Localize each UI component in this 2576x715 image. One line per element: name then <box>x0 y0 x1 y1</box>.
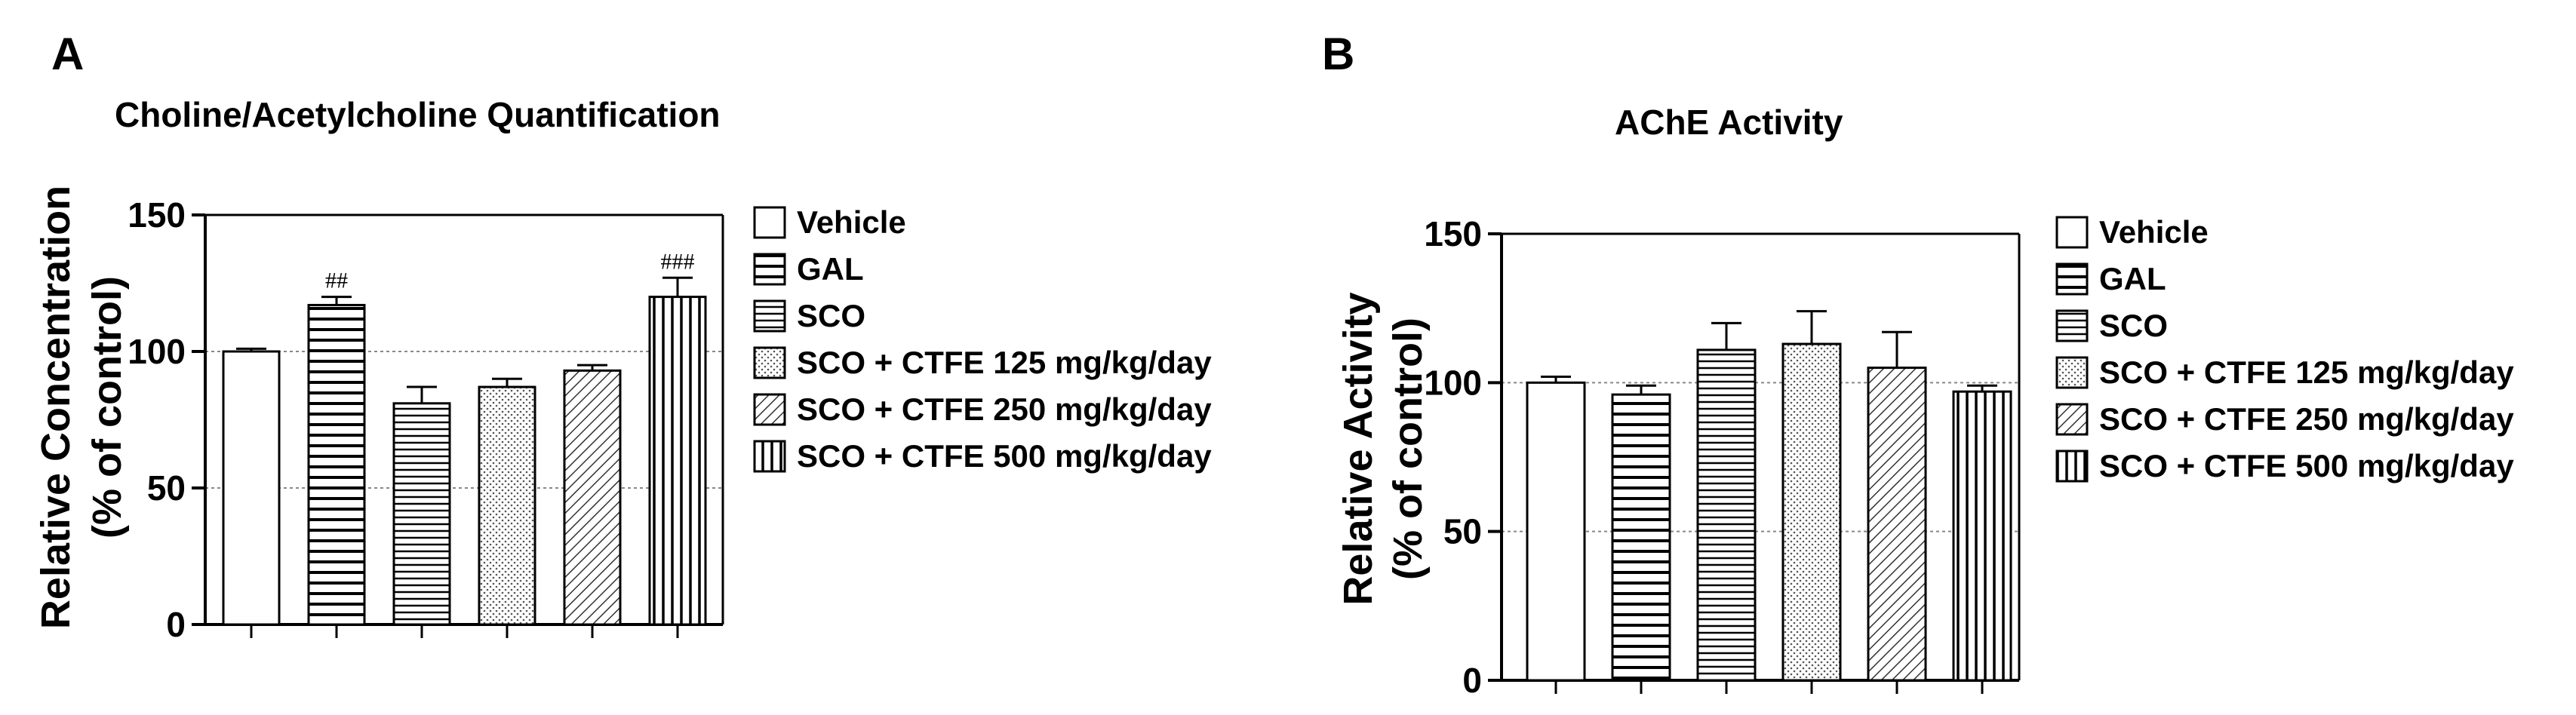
bar <box>1696 348 1757 682</box>
chart-title: AChE Activity <box>1615 103 1843 142</box>
bar <box>478 385 536 626</box>
legend-swatch <box>753 440 786 473</box>
legend: Vehicle GAL SCO SCO + CTFE 125 mg/kg/day SCO… <box>2055 214 2514 483</box>
legend-entry: SCO + CTFE 125 mg/kg/day <box>2099 354 2514 390</box>
legend-swatch <box>2055 216 2089 249</box>
legend-entry: SCO <box>797 298 865 333</box>
y-tick-label: 150 <box>128 195 186 235</box>
y-tick-label: 0 <box>166 605 186 644</box>
y-axis-label: Relative Activity <box>1336 292 1381 605</box>
bar <box>648 296 707 626</box>
y-tick-label: 100 <box>1424 363 1482 402</box>
bar <box>1781 342 1842 682</box>
y-tick-label: 0 <box>1462 661 1482 700</box>
y-axis-label-units: (% of control) <box>1385 318 1431 580</box>
panel-a: A Choline/Acetylcholine Quantification R… <box>33 29 1212 644</box>
bar <box>1611 393 1671 682</box>
legend-entry: SCO + CTFE 500 mg/kg/day <box>797 438 1212 474</box>
bar <box>1867 367 1927 682</box>
bar <box>563 369 622 626</box>
panel-letter: B <box>1322 29 1354 79</box>
legend-entry: GAL <box>797 251 864 287</box>
significance-annotation: ### <box>661 249 695 274</box>
y-axis-label: Relative Concentration <box>33 186 78 629</box>
panel-b: B AChE Activity Relative Activity (% of … <box>1322 29 2514 700</box>
legend-swatch <box>2055 450 2089 483</box>
legend-entry: Vehicle <box>797 204 906 240</box>
legend-entry: SCO <box>2099 308 2168 343</box>
y-tick-label: 150 <box>1424 214 1482 253</box>
legend-entry: SCO + CTFE 250 mg/kg/day <box>2099 401 2514 437</box>
legend-entry: GAL <box>2099 261 2166 296</box>
legend-swatch <box>753 393 786 426</box>
legend-swatch <box>2055 262 2089 296</box>
legend: Vehicle GAL SCO SCO + CTFE 125 mg/kg/day SCO… <box>753 204 1212 474</box>
legend-swatch <box>753 299 786 333</box>
legend-swatch <box>2055 309 2089 342</box>
y-axis-label-units: (% of control) <box>85 276 130 539</box>
bar <box>1526 381 1586 682</box>
y-tick-label: 50 <box>147 468 186 508</box>
plot-area: 0 50 100 150 <box>1424 214 2021 700</box>
legend-entry: Vehicle <box>2099 214 2209 250</box>
legend-entry: SCO + CTFE 125 mg/kg/day <box>797 345 1212 380</box>
legend-swatch <box>2055 403 2089 436</box>
panel-letter: A <box>51 29 84 79</box>
y-tick-label: 50 <box>1443 512 1482 551</box>
legend-entry: SCO + CTFE 500 mg/kg/day <box>2099 448 2514 483</box>
bar <box>307 303 366 626</box>
chart-title: Choline/Acetylcholine Quantification <box>115 95 721 134</box>
bar <box>392 402 451 626</box>
significance-annotation: ## <box>325 269 348 293</box>
legend-swatch <box>753 253 786 286</box>
legend-swatch <box>2055 356 2089 389</box>
legend-entry: SCO + CTFE 250 mg/kg/day <box>797 391 1212 427</box>
y-tick-label: 100 <box>128 332 186 371</box>
bar <box>222 350 281 626</box>
legend-swatch <box>753 206 786 239</box>
bar <box>1952 390 2012 682</box>
legend-swatch <box>753 346 786 379</box>
